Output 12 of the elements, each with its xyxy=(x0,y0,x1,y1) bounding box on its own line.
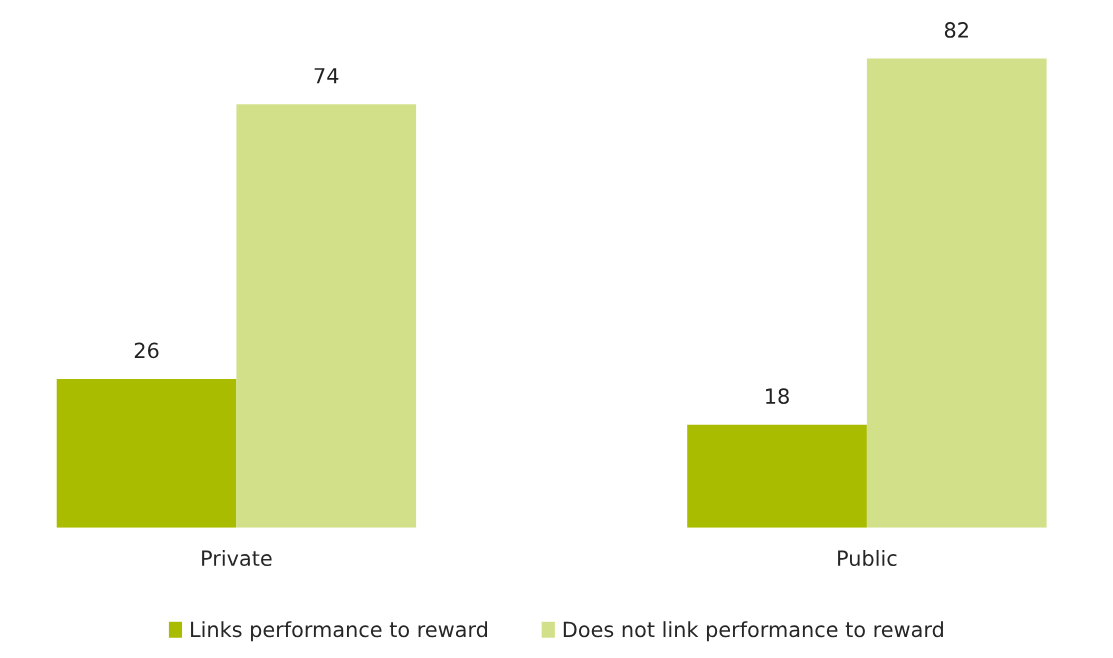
x-tick-label: Private xyxy=(202,549,272,567)
data-label: 74 xyxy=(314,68,339,84)
data-label: 82 xyxy=(944,22,968,38)
x-tick-label: Public xyxy=(838,549,897,567)
bar xyxy=(56,378,237,528)
bar xyxy=(866,58,1047,528)
data-label: 26 xyxy=(134,342,159,359)
legend-label: Does not link performance to reward xyxy=(563,621,943,642)
bar xyxy=(236,104,417,528)
data-label: 18 xyxy=(766,388,789,405)
bar xyxy=(687,424,867,528)
legend-label: Links performance to reward xyxy=(191,621,487,642)
